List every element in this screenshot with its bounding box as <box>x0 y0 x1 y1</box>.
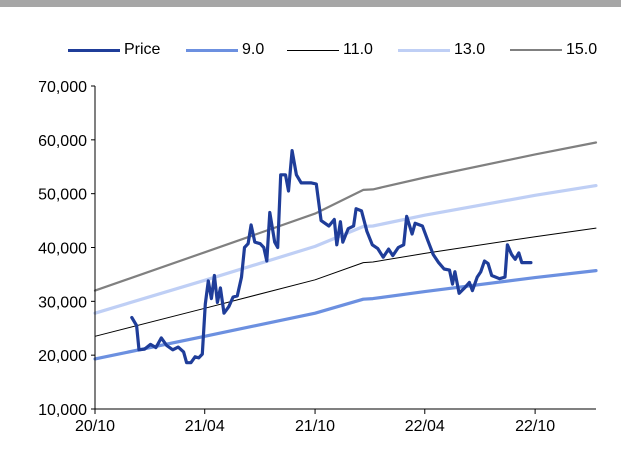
series-line-price <box>130 149 533 365</box>
legend-label-15: 15.0 <box>566 41 598 58</box>
y-tick-label: 50,000 <box>38 187 87 204</box>
legend-swatch-15 <box>510 49 562 51</box>
legend-label-13: 13.0 <box>454 41 486 58</box>
legend-label-9: 9.0 <box>242 41 265 58</box>
y-tick-label: 40,000 <box>38 241 87 258</box>
legend-swatch-price <box>68 48 120 52</box>
tick-layer: 70,000 60,000 50,000 40,000 30,000 20,000 10,0… <box>38 79 555 435</box>
legend-item-11: 11.0 <box>287 38 373 62</box>
y-tick-label: 10,000 <box>38 402 87 419</box>
top-rule <box>0 0 621 7</box>
y-tick-label: 30,000 <box>38 294 87 311</box>
legend-swatch-13 <box>398 48 450 52</box>
legend-label-price: Price <box>124 41 161 58</box>
x-tick-label: 20/10 <box>75 418 115 435</box>
series-line-13-0 <box>93 184 598 315</box>
legend-item-9: 9.0 <box>186 38 264 62</box>
chart-legend: Price 9.0 11.0 13.0 15.0 <box>0 38 621 62</box>
legend-item-price: Price <box>68 38 160 62</box>
y-tick-label: 70,000 <box>38 79 87 96</box>
x-tick-label: 21/10 <box>295 418 335 435</box>
legend-swatch-11 <box>287 49 339 51</box>
y-tick-label: 20,000 <box>38 348 87 365</box>
x-tick-label: 22/04 <box>405 418 445 435</box>
x-tick-label: 22/10 <box>515 418 555 435</box>
series-line-9-0 <box>93 269 598 361</box>
legend-label-11: 11.0 <box>343 41 373 58</box>
series-layer <box>93 141 598 365</box>
legend-item-13: 13.0 <box>398 38 485 62</box>
legend-swatch-9 <box>186 48 238 52</box>
series-line-15-0 <box>93 141 598 292</box>
legend-item-15: 15.0 <box>510 38 597 62</box>
series-line-11-0 <box>94 227 597 337</box>
x-tick-label: 21/04 <box>185 418 225 435</box>
y-tick-label: 60,000 <box>38 133 87 150</box>
